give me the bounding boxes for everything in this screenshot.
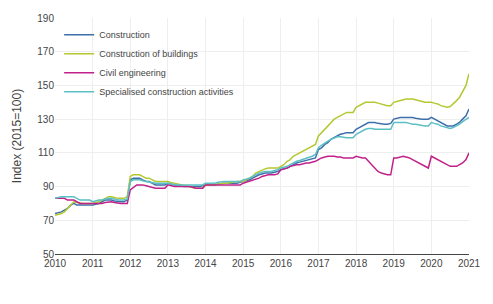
svg-text:50: 50 <box>43 249 55 260</box>
svg-text:170: 170 <box>37 46 54 57</box>
svg-text:2013: 2013 <box>157 258 180 269</box>
svg-text:110: 110 <box>38 147 54 158</box>
svg-text:2016: 2016 <box>270 258 293 269</box>
svg-text:90: 90 <box>43 181 55 192</box>
svg-text:2018: 2018 <box>345 258 368 269</box>
svg-text:2011: 2011 <box>82 258 104 269</box>
svg-text:Construction: Construction <box>99 30 150 40</box>
svg-text:Index (2015=100): Index (2015=100) <box>10 89 24 183</box>
svg-text:70: 70 <box>43 215 55 226</box>
svg-text:2020: 2020 <box>420 258 443 269</box>
svg-text:Construction of buildings: Construction of buildings <box>99 49 198 59</box>
svg-text:2021: 2021 <box>458 258 481 269</box>
svg-text:2014: 2014 <box>194 258 217 269</box>
svg-text:Source: Statistics Finland: Source: Statistics Finland <box>57 303 170 304</box>
svg-text:Specialised construction activ: Specialised construction activities <box>99 87 234 97</box>
svg-text:2015: 2015 <box>232 258 255 269</box>
svg-text:2017: 2017 <box>307 258 330 269</box>
svg-text:150: 150 <box>37 80 54 91</box>
svg-text:2010: 2010 <box>44 258 67 269</box>
svg-text:130: 130 <box>37 114 54 125</box>
svg-text:2019: 2019 <box>383 258 406 269</box>
svg-text:Civil engineering: Civil engineering <box>99 68 166 78</box>
svg-text:2012: 2012 <box>119 258 142 269</box>
svg-text:190: 190 <box>37 13 54 24</box>
